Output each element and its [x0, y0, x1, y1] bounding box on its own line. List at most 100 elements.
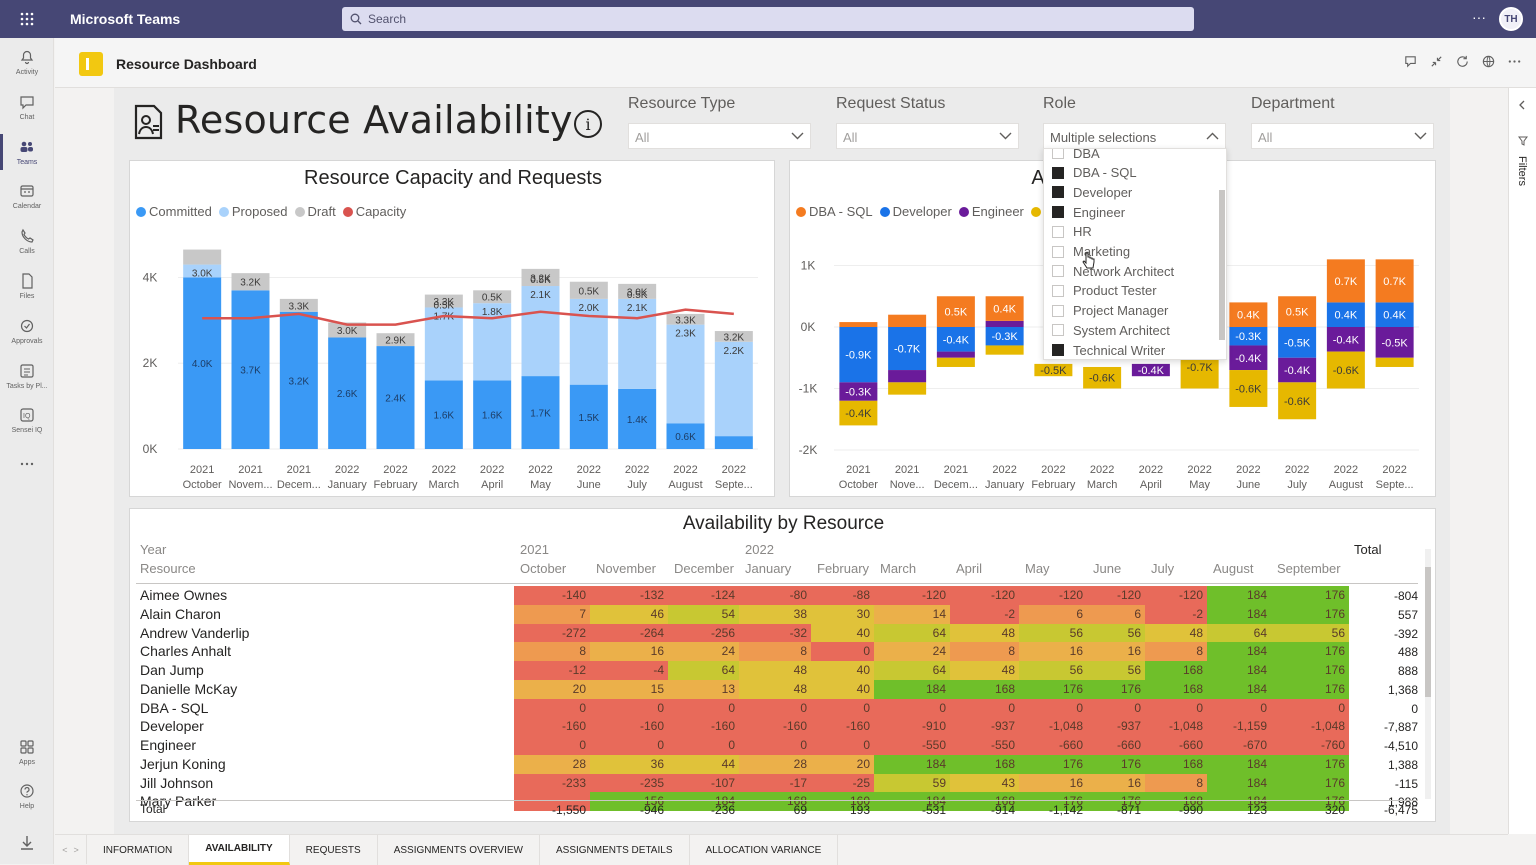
table-cell[interactable]: 48 [950, 623, 1019, 643]
table-cell[interactable]: 30 [811, 604, 874, 624]
role-option[interactable]: Network Architect [1052, 262, 1174, 280]
bar-draft[interactable] [279, 298, 318, 312]
bar-draft[interactable] [328, 322, 367, 338]
table-cell[interactable]: 0 [1145, 698, 1207, 718]
bar-segment[interactable] [1229, 370, 1268, 407]
table-cell[interactable]: 0 [811, 698, 874, 718]
table-cell[interactable]: -140 [514, 586, 590, 605]
table-cell[interactable]: 0 [668, 736, 739, 755]
bar-proposed[interactable] [569, 298, 608, 385]
tab-assignments-details[interactable]: ASSIGNMENTS DETAILS [540, 835, 690, 865]
table-cell[interactable]: 48 [950, 661, 1019, 680]
table-cell[interactable]: -120 [874, 586, 950, 605]
table-cell[interactable]: -660 [1087, 736, 1145, 755]
bar-committed[interactable] [714, 436, 753, 449]
total-header[interactable]: Total [1354, 542, 1382, 557]
month-header[interactable]: March [880, 561, 917, 576]
checkbox[interactable] [1052, 206, 1064, 219]
table-cell[interactable]: 184 [874, 679, 950, 699]
bar-segment[interactable] [1326, 351, 1365, 389]
table-cell[interactable]: 6 [1087, 604, 1145, 624]
avatar[interactable]: TH [1499, 7, 1523, 31]
slicer-resource-type[interactable]: All [628, 123, 811, 149]
table-cell[interactable]: -32 [739, 623, 811, 643]
month-header[interactable]: July [1151, 561, 1175, 576]
table-cell[interactable]: 8 [739, 642, 811, 661]
table-cell[interactable]: 44 [668, 754, 739, 774]
month-header[interactable]: April [956, 561, 983, 576]
table-cell[interactable]: 184 [1207, 754, 1271, 774]
legend-item[interactable]: Engineer [958, 204, 1024, 219]
table-cell[interactable]: -233 [514, 773, 590, 793]
rail-item-calls[interactable]: Calls [0, 219, 54, 263]
table-cell[interactable]: 40 [811, 661, 874, 680]
bar-committed[interactable] [424, 380, 463, 449]
bar-draft[interactable] [424, 294, 463, 308]
globe-icon[interactable] [1481, 54, 1496, 69]
table-cell[interactable]: 40 [811, 679, 874, 699]
month-header[interactable]: September [1277, 561, 1341, 576]
legend-item[interactable]: Proposed [218, 204, 288, 219]
legend-item[interactable]: Developer [879, 204, 952, 219]
checkbox[interactable] [1052, 245, 1064, 258]
bar-draft[interactable] [473, 290, 512, 304]
bar-proposed[interactable] [521, 286, 560, 377]
bar-draft[interactable] [183, 249, 222, 265]
table-cell[interactable]: 176 [1271, 754, 1349, 774]
role-dropdown-list[interactable]: DBA DBA - SQL Developer Engineer HR Marketing… [1043, 148, 1227, 360]
bar-segment[interactable] [888, 382, 927, 395]
table-cell[interactable]: 184 [668, 792, 739, 811]
checkbox[interactable] [1052, 284, 1064, 297]
month-header[interactable]: October [520, 561, 567, 576]
rail-item-[interactable] [0, 443, 54, 487]
slicer-department[interactable]: All [1251, 123, 1434, 149]
table-cell[interactable]: -120 [1145, 586, 1207, 605]
table-cell[interactable]: 20 [811, 754, 874, 774]
table-cell[interactable]: -160 [811, 717, 874, 736]
table-cell[interactable]: 176 [1271, 586, 1349, 605]
bar-segment[interactable] [1278, 327, 1317, 358]
checkbox[interactable] [1052, 186, 1064, 199]
table-cell[interactable]: 64 [668, 661, 739, 680]
table-cell[interactable]: 176 [1271, 604, 1349, 624]
bar-proposed[interactable] [618, 298, 657, 389]
chevron-down-icon[interactable] [791, 132, 804, 140]
table-cell[interactable]: 16 [1019, 773, 1087, 793]
bar-segment[interactable] [985, 320, 1024, 327]
rail-item-files[interactable]: Files [0, 264, 54, 308]
table-cell[interactable]: -660 [1145, 736, 1207, 755]
table-cell[interactable]: 176 [1271, 679, 1349, 699]
table-cell[interactable]: 56 [1087, 623, 1145, 643]
table-cell[interactable]: 64 [1207, 623, 1271, 643]
table-cell[interactable]: -1,048 [1271, 717, 1349, 736]
table-cell[interactable]: -107 [668, 773, 739, 793]
table-cell[interactable]: 0 [1271, 698, 1349, 718]
checkbox[interactable] [1052, 149, 1064, 159]
table-cell[interactable]: 168 [950, 754, 1019, 774]
table-cell[interactable] [514, 792, 590, 811]
table-cell[interactable]: 28 [514, 754, 590, 774]
table-cell[interactable]: -1,048 [1145, 717, 1207, 736]
more-options-icon[interactable]: ··· [1472, 9, 1486, 25]
legend-item[interactable]: Committed [136, 204, 212, 219]
table-cell[interactable]: 8 [950, 642, 1019, 661]
filters-pane[interactable] [1508, 88, 1536, 834]
table-cell[interactable]: -264 [590, 623, 668, 643]
legend-item[interactable] [1030, 204, 1044, 219]
month-header[interactable]: August [1213, 561, 1254, 576]
bar-segment[interactable] [1375, 357, 1414, 367]
bar-committed[interactable] [279, 311, 318, 449]
table-cell[interactable]: -550 [950, 736, 1019, 755]
table-cell[interactable]: -160 [739, 717, 811, 736]
table-cell[interactable]: 176 [1271, 642, 1349, 661]
table-cell[interactable]: -2 [1145, 604, 1207, 624]
table-cell[interactable]: 0 [811, 642, 874, 661]
role-option[interactable]: Engineer [1052, 203, 1125, 221]
chevron-down-icon[interactable] [1414, 132, 1427, 140]
bar-committed[interactable] [183, 277, 222, 449]
rail-item-approvals[interactable]: Approvals [0, 309, 54, 353]
table-cell[interactable]: 14 [874, 604, 950, 624]
role-option[interactable]: DBA [1052, 149, 1100, 162]
rail-item-help[interactable]: Help [0, 774, 54, 818]
table-cell[interactable]: -910 [874, 717, 950, 736]
